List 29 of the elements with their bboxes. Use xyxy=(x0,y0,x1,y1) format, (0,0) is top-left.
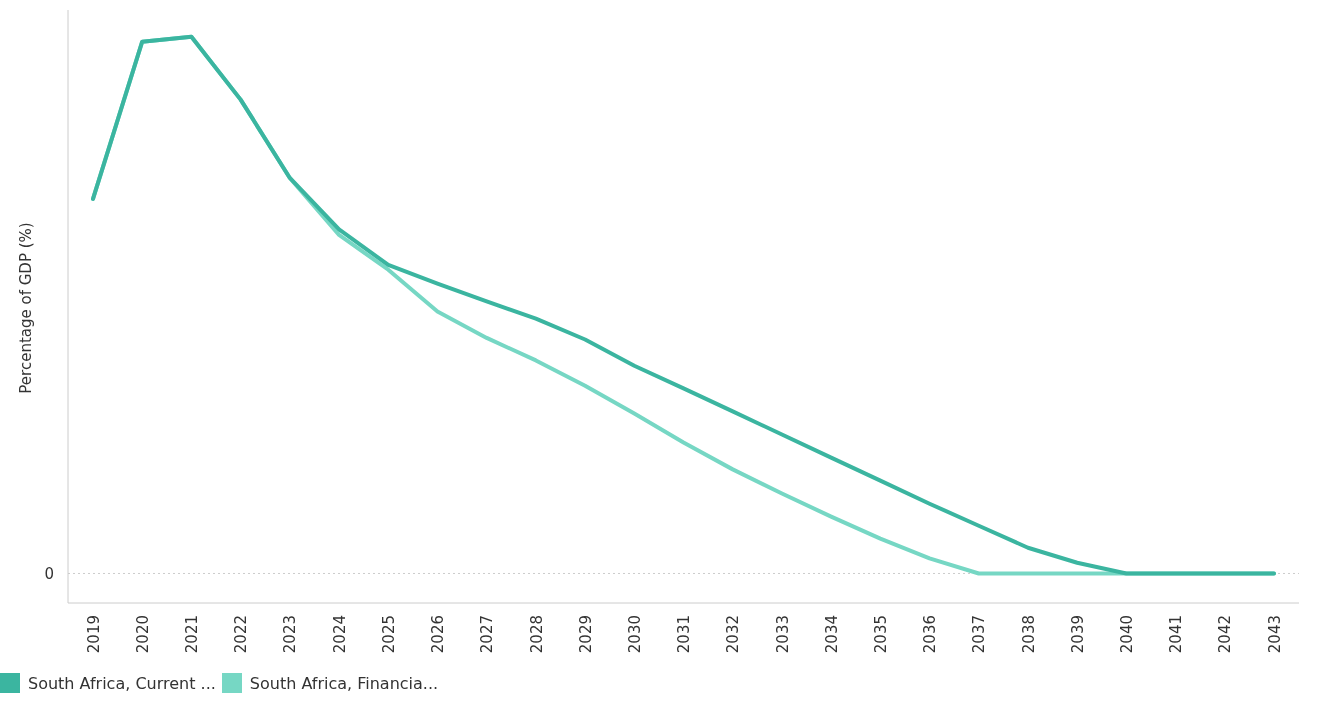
x-tick-label: 2029 xyxy=(576,615,595,654)
x-tick-label: 2038 xyxy=(1019,615,1038,654)
x-tick-label: 2037 xyxy=(970,615,989,654)
x-tick-label: 2033 xyxy=(773,615,792,654)
y-axis-title: Percentage of GDP (%) xyxy=(17,222,35,394)
x-tick-label: 2030 xyxy=(625,615,644,654)
x-tick-label: 2039 xyxy=(1068,615,1087,654)
x-tick-label: 2040 xyxy=(1118,615,1137,654)
x-tick-label: 2023 xyxy=(281,615,300,654)
x-tick-label: 2025 xyxy=(379,615,398,654)
x-tick-label: 2021 xyxy=(183,615,202,654)
ref-line-label: 0 xyxy=(44,564,54,583)
x-tick-label: 2031 xyxy=(675,615,694,654)
x-tick-label: 2019 xyxy=(84,615,103,654)
x-tick-label: 2035 xyxy=(871,615,890,654)
x-tick-label: 2042 xyxy=(1216,615,1235,654)
legend-label: South Africa, Financia... xyxy=(249,673,439,693)
x-tick-label: 2034 xyxy=(822,615,841,654)
x-tick-label: 2024 xyxy=(330,615,349,654)
x-tick-label: 2020 xyxy=(133,615,152,654)
x-tick-label: 2028 xyxy=(527,615,546,654)
legend-label: South Africa, Current ... xyxy=(28,673,216,693)
x-tick-label: 2041 xyxy=(1167,615,1186,654)
x-tick-label: 2022 xyxy=(232,615,251,654)
x-tick-label: 2026 xyxy=(429,615,448,654)
x-tick-label: 2043 xyxy=(1265,615,1284,654)
x-tick-label: 2032 xyxy=(724,615,743,654)
x-tick-label: 2027 xyxy=(478,615,497,654)
x-tick-label: 2036 xyxy=(921,615,940,654)
